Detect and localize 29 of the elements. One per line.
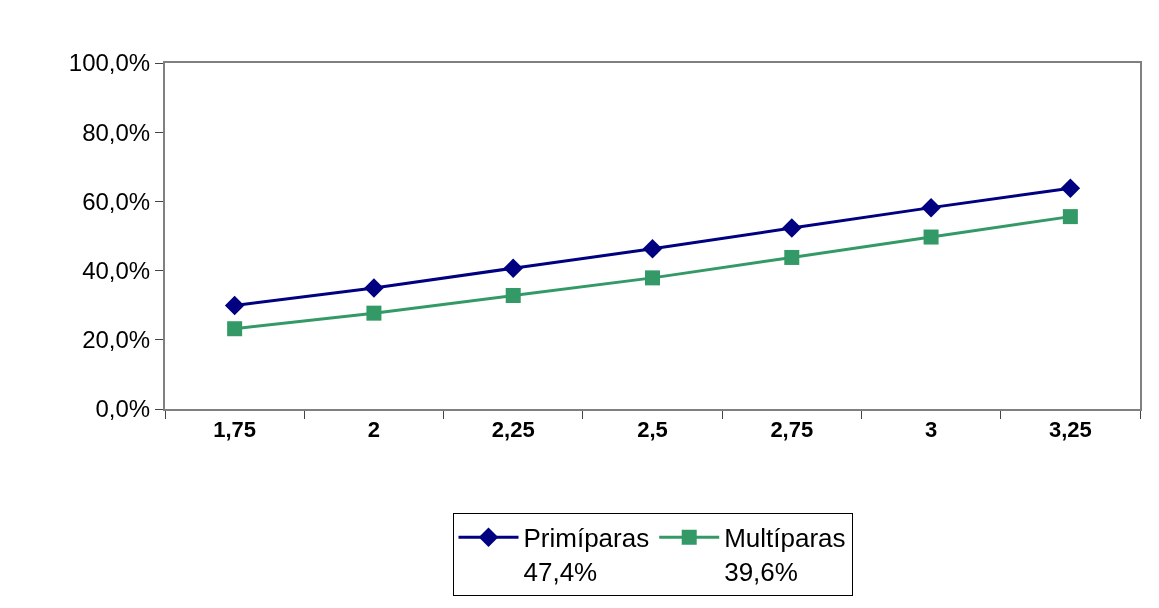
point	[921, 197, 941, 218]
x-tick-label: 3	[924, 417, 938, 443]
y-tick-label: 60,0%	[82, 187, 151, 215]
point	[642, 239, 663, 259]
y-tick-label: 80,0%	[82, 118, 151, 146]
point	[224, 295, 245, 316]
point	[505, 288, 521, 304]
point	[782, 218, 802, 238]
point	[364, 278, 384, 298]
x-tick-label: 1,75	[213, 417, 257, 443]
point	[923, 229, 939, 245]
y-tick-label: 40,0%	[82, 257, 151, 284]
point	[645, 270, 660, 286]
x-tick-label: 2,5	[637, 417, 668, 443]
y-tick-label: 0,0%	[95, 395, 151, 423]
point	[1062, 209, 1078, 225]
point	[227, 321, 243, 337]
point	[784, 249, 800, 265]
legend-label: Primíparas 47,4%	[523, 523, 650, 588]
y-tick-label: 20,0%	[82, 326, 151, 354]
x-tick-label: 3,25	[1048, 417, 1092, 443]
point	[366, 305, 382, 321]
x-tick-label: 2,75	[770, 417, 814, 443]
point	[503, 258, 523, 278]
x-tick-label: 2	[367, 417, 381, 443]
point	[1060, 178, 1081, 198]
legend-label: Multíparas 39,6%	[724, 523, 846, 588]
x-tick-label: 2,25	[491, 417, 535, 443]
y-tick-label: 100,0%	[68, 49, 151, 77]
